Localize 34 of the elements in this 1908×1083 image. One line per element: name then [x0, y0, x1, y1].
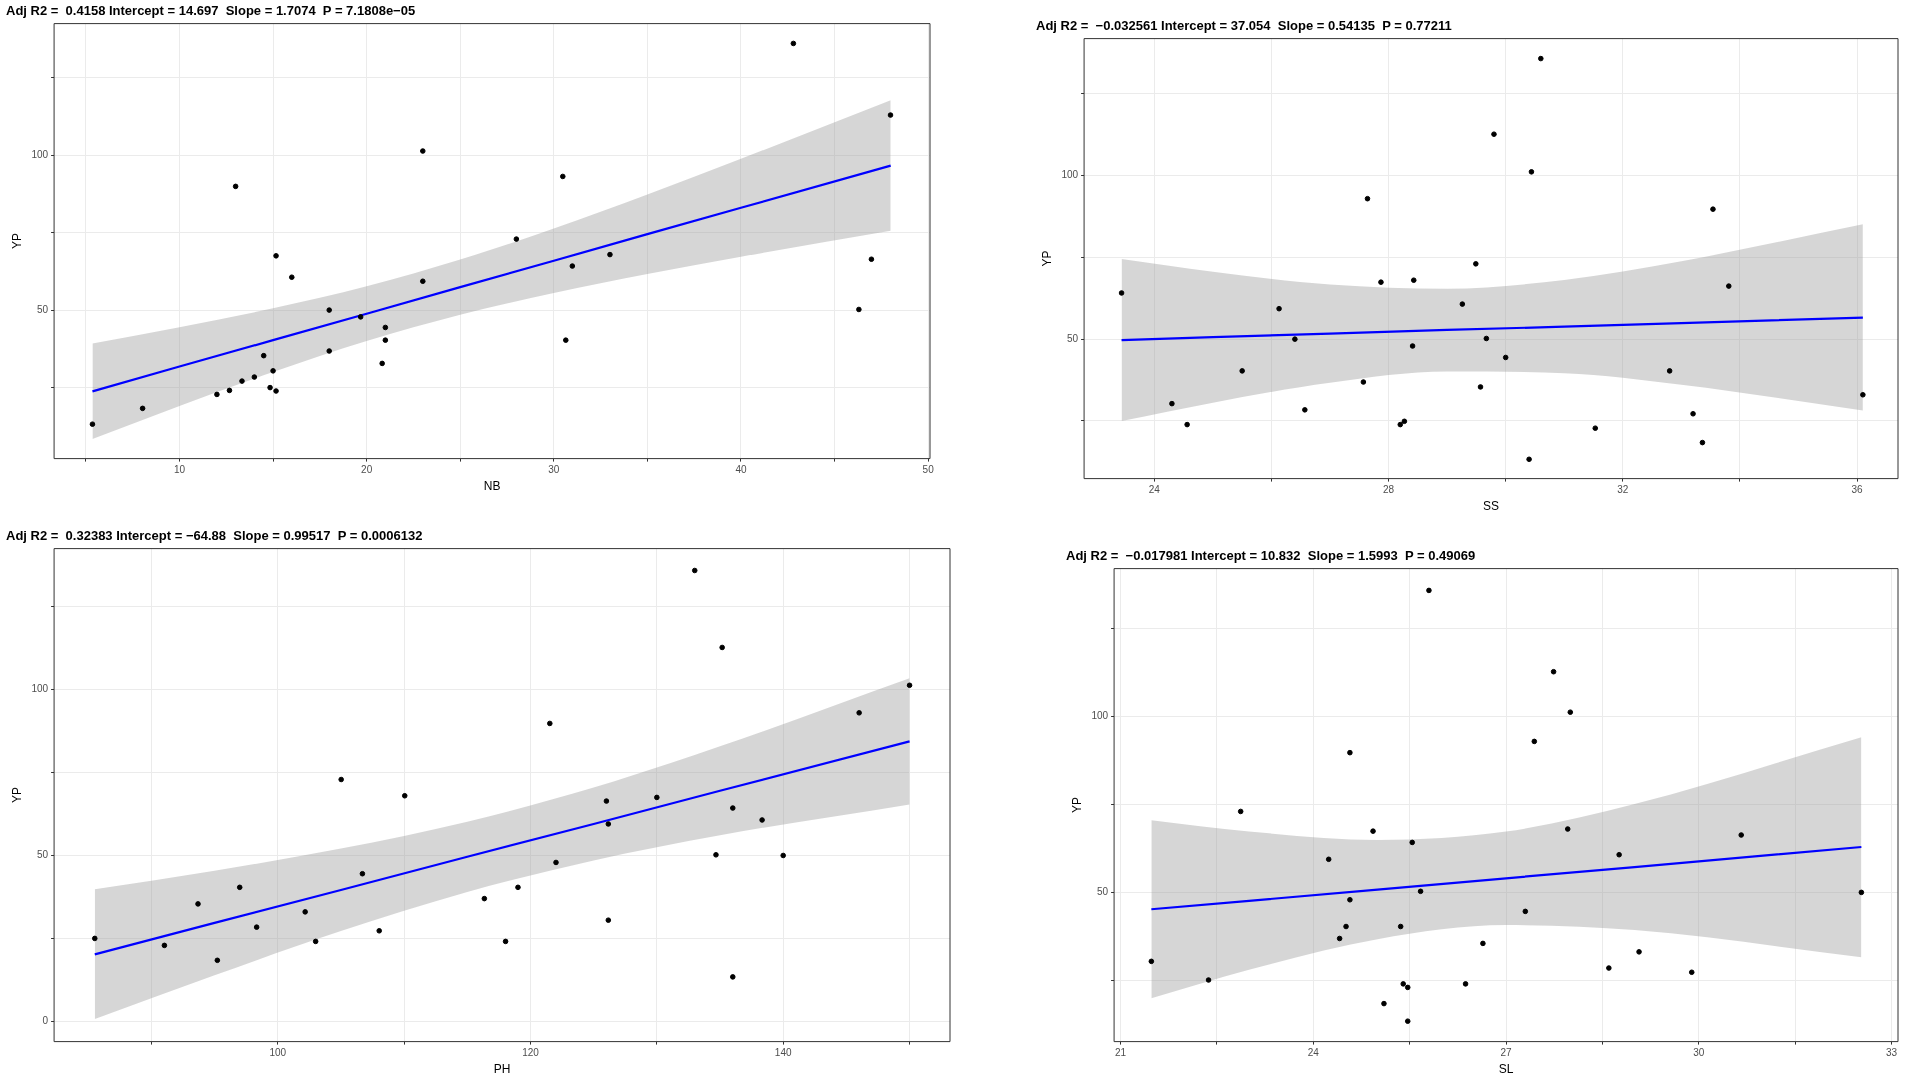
y-tick-label: 50 [36, 303, 49, 315]
x-tick-label: 21 [1114, 1047, 1127, 1059]
x-axis-title: PH [493, 1062, 511, 1077]
x-tick-label: 30 [1693, 1047, 1705, 1059]
chart-title: Adj R2 = −0.032561 Intercept = 37.054 Slope = 0.54135 P = 0.77211 [1036, 18, 1452, 34]
x-tick-label: 30 [548, 464, 560, 476]
y-tick-label: 50 [36, 849, 49, 861]
chart-title: Adj R2 = 0.4158 Intercept = 14.697 Slope = 1.7074 P = 7.1808e−05 [6, 3, 416, 19]
y-axis-title: YP [9, 233, 24, 250]
y-axis-title: YP [1039, 250, 1054, 267]
x-tick-label: 50 [922, 464, 935, 476]
x-tick-label: 140 [774, 1047, 792, 1059]
x-tick-label: 32 [1617, 484, 1629, 496]
x-tick-label: 24 [1307, 1047, 1320, 1059]
x-tick-label: 27 [1500, 1047, 1513, 1059]
x-tick-label: 120 [522, 1047, 540, 1059]
y-tick-label: 100 [31, 683, 49, 695]
x-tick-label: 40 [735, 464, 747, 476]
x-tick-label: 20 [361, 464, 373, 476]
x-tick-label: 36 [1851, 484, 1864, 496]
x-axis-title: NB [483, 479, 501, 494]
x-tick-label: 28 [1383, 484, 1395, 496]
x-axis-title: SL [1498, 1062, 1514, 1077]
x-tick-label: 33 [1886, 1047, 1898, 1059]
x-tick-label: 24 [1148, 484, 1161, 496]
chart-title: Adj R2 = 0.32383 Intercept = −64.88 Slope = 0.99517 P = 0.0006132 [6, 528, 423, 544]
x-tick-label: 100 [269, 1047, 287, 1059]
y-tick-label: 100 [31, 148, 49, 160]
chart-title: Adj R2 = −0.017981 Intercept = 10.832 Slope = 1.5993 P = 0.49069 [1066, 548, 1476, 564]
x-tick-label: 10 [173, 464, 186, 476]
y-axis-title: YP [1069, 797, 1084, 814]
x-axis-title: SS [1483, 499, 1500, 514]
y-axis-title: YP [9, 787, 24, 804]
y-tick-label: 0 [42, 1015, 49, 1027]
